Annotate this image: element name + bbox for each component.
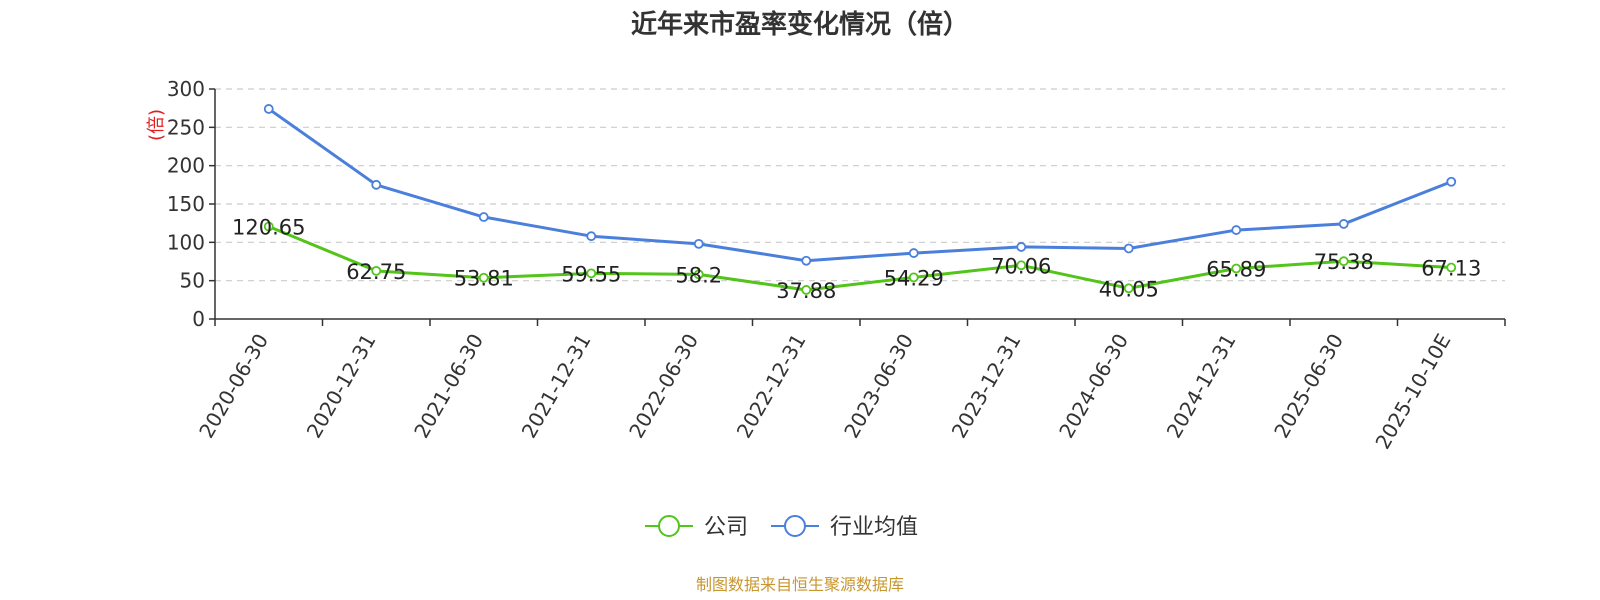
x-tick-label: 2022-12-31 xyxy=(732,330,811,443)
data-point xyxy=(1231,263,1242,274)
data-point xyxy=(1446,262,1457,273)
x-axis: 2020-06-30 2020-12-31 2021-06-30 2021-12-31… xyxy=(194,318,1506,454)
data-point xyxy=(478,212,489,222)
data-label: 59.55 xyxy=(561,262,621,286)
legend-label: 公司 xyxy=(704,515,748,540)
data-label: 54.29 xyxy=(884,266,944,290)
x-tick-label: 2021-12-31 xyxy=(517,330,596,443)
data-point xyxy=(693,269,704,280)
data-point xyxy=(371,179,382,190)
series-line-company xyxy=(268,225,1452,292)
data-point xyxy=(371,265,382,276)
legend-swatch-marker xyxy=(658,515,680,537)
data-point xyxy=(1338,256,1349,267)
x-tick-label: 2023-06-30 xyxy=(839,330,918,443)
data-source-note: 制图数据来自恒生聚源数据库 xyxy=(696,575,904,594)
x-tick-label: 2023-12-31 xyxy=(947,330,1026,443)
x-tick-label: 2024-12-31 xyxy=(1162,330,1241,443)
x-tick-label: 2025-06-30 xyxy=(1269,330,1348,443)
data-label: 75.38 xyxy=(1314,250,1374,274)
data-point xyxy=(1123,243,1134,254)
data-point xyxy=(1016,242,1027,252)
legend-label: 行业均值 xyxy=(830,515,918,540)
legend-item-company[interactable]: 公司 xyxy=(645,515,748,540)
data-point xyxy=(908,248,919,258)
data-point xyxy=(586,268,597,279)
chart-title: 近年来市盈率变化情况（倍） xyxy=(631,9,969,40)
legend: 公司 行业均值 xyxy=(645,515,918,540)
x-tick-label: 2020-06-30 xyxy=(194,330,273,443)
data-point xyxy=(478,272,489,283)
data-label: 70.06 xyxy=(991,254,1051,278)
series-layer xyxy=(263,104,1457,295)
data-label: 40.05 xyxy=(1099,277,1159,301)
data-point xyxy=(693,238,704,249)
y-tick-label: 50 xyxy=(180,269,205,293)
data-point xyxy=(1446,176,1457,187)
data-point xyxy=(908,272,919,283)
data-point xyxy=(1016,260,1027,271)
data-label: 120.65 xyxy=(232,216,305,240)
y-tick-label: 300 xyxy=(167,77,205,101)
data-point xyxy=(263,221,274,232)
data-label: 53.81 xyxy=(454,267,514,291)
data-label: 67.13 xyxy=(1421,257,1481,281)
data-labels: 120.65 62.75 53.81 59.55 58.2 37.88 54.29 70.06… xyxy=(232,216,1481,303)
series-line-industry-average xyxy=(267,107,1452,263)
y-axis-unit: (倍) xyxy=(146,109,167,141)
y-tick-label: 0 xyxy=(192,307,205,331)
data-point xyxy=(801,285,812,295)
x-tick-label: 2022-06-30 xyxy=(624,330,703,443)
data-label: 58.2 xyxy=(675,263,722,287)
grid-lines xyxy=(215,88,1505,282)
x-tick-label: 2021-06-30 xyxy=(409,330,488,443)
data-label: 65.89 xyxy=(1206,257,1266,281)
y-axis: 0 50 100 150 200 250 300 xyxy=(167,77,216,331)
x-tick-label: 2020-12-31 xyxy=(302,330,381,443)
data-point xyxy=(1231,225,1242,235)
y-tick-label: 150 xyxy=(167,192,205,216)
x-tick-label: 2025-10-10E xyxy=(1370,330,1455,454)
y-tick-label: 200 xyxy=(167,154,205,178)
data-point xyxy=(263,104,274,114)
data-point xyxy=(801,255,812,266)
data-point xyxy=(586,231,597,242)
data-label: 37.88 xyxy=(776,279,836,303)
data-point xyxy=(1123,283,1134,294)
legend-item-industry-average[interactable]: 行业均值 xyxy=(771,515,918,540)
data-label: 62.75 xyxy=(346,260,406,284)
data-point xyxy=(1338,219,1349,229)
y-tick-label: 250 xyxy=(167,115,205,139)
legend-swatch-marker xyxy=(784,515,806,537)
x-tick-label: 2024-06-30 xyxy=(1054,330,1133,443)
y-tick-label: 100 xyxy=(167,230,205,254)
